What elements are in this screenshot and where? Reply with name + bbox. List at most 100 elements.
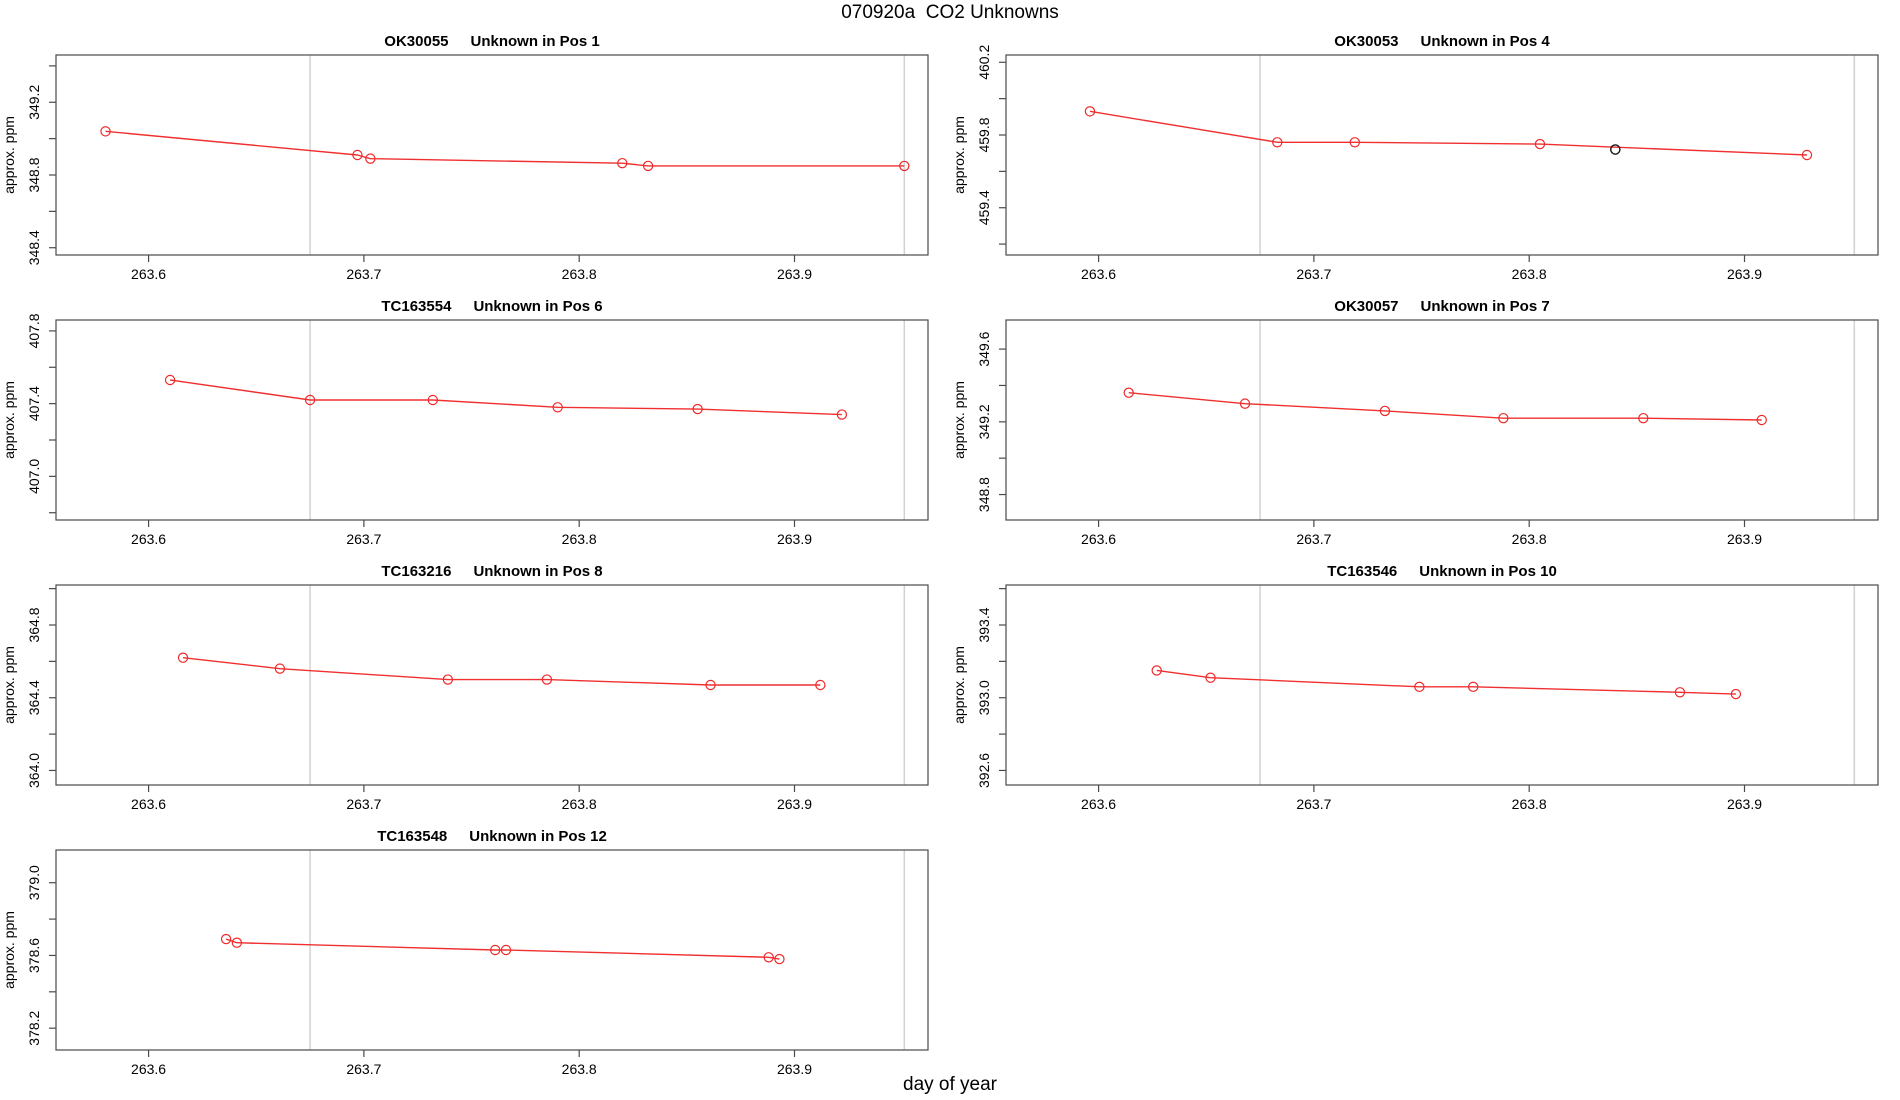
series-line — [1156, 669, 1736, 695]
y-tick-label: 407.8 — [26, 313, 42, 348]
flagged-data-point — [1610, 144, 1621, 155]
y-tick-label: 460.2 — [976, 45, 992, 80]
subplot-title: OK30055 Unknown in Pos 1 — [384, 33, 599, 50]
subplot-title: TC163548 Unknown in Pos 12 — [377, 828, 607, 845]
subplot-title-desc: Unknown in Pos 1 — [471, 33, 600, 50]
data-point — [1239, 398, 1251, 409]
x-tick-label: 263.7 — [346, 531, 381, 547]
data-point — [1272, 137, 1283, 148]
data-point — [1205, 672, 1216, 683]
subplot-tc163216: 263.6 263.7 263.8 263.9 364.0 364.4 364.8 appro… — [0, 560, 950, 820]
data-point — [231, 937, 243, 948]
series-line — [170, 379, 842, 416]
y-axis-title: approx. ppm — [1, 381, 17, 459]
x-tick-label: 263.6 — [131, 796, 166, 812]
y-tick-label: 348.8 — [26, 157, 42, 192]
data-point — [490, 944, 501, 956]
y-axis-title: approx. ppm — [1, 116, 17, 194]
x-tick-label: 263.6 — [131, 266, 166, 282]
x-tick-label: 263.8 — [1512, 266, 1547, 282]
data-point — [442, 674, 454, 685]
figure-title: 070920a CO2 Unknowns — [841, 2, 1059, 23]
x-tick-label: 263.9 — [777, 796, 812, 812]
subplot-canvas-ok30053: 263.6 263.7 263.8 263.9 459.4 459.8 460.2 appro… — [951, 33, 1879, 282]
data-point — [427, 394, 438, 406]
data-point — [352, 149, 363, 161]
data-point — [552, 402, 563, 413]
y-tick-label: 392.6 — [976, 753, 992, 788]
subplot-canvas-tc163216: 263.6 263.7 263.8 263.9 364.0 364.4 364.8 appro… — [1, 563, 929, 812]
data-point — [1730, 688, 1742, 700]
data-point — [815, 679, 826, 691]
data-point — [220, 933, 232, 945]
plot-box — [55, 584, 929, 786]
plot-box — [55, 54, 929, 256]
data-point — [541, 674, 553, 685]
x-axis-label: day of year — [903, 1074, 997, 1095]
subplot-ok30055: 263.6 263.7 263.8 263.9 348.4 348.8 349.2 appro… — [0, 30, 950, 290]
subplot-title: TC163554 Unknown in Pos 6 — [381, 298, 602, 315]
x-tick-label: 263.7 — [1296, 531, 1331, 547]
y-tick-label: 379.0 — [26, 865, 42, 900]
x-tick-label: 263.8 — [562, 1061, 597, 1077]
subplot-title-desc: Unknown in Pos 7 — [1421, 298, 1550, 315]
data-point — [692, 403, 703, 415]
subplot-title-desc: Unknown in Pos 8 — [473, 563, 602, 580]
y-tick-label: 393.0 — [976, 680, 992, 715]
y-tick-label: 349.2 — [26, 85, 42, 120]
x-tick-label: 263.9 — [777, 266, 812, 282]
y-tick-label: 349.6 — [976, 331, 992, 366]
data-point — [177, 652, 189, 663]
y-axis-title: approx. ppm — [951, 646, 967, 724]
x-tick-label: 263.9 — [777, 1061, 812, 1077]
y-tick-label: 348.4 — [26, 230, 42, 265]
series-line — [1128, 392, 1762, 421]
y-axis-title: approx. ppm — [951, 381, 967, 459]
series-line — [105, 130, 905, 167]
data-point — [1638, 412, 1649, 424]
plot-box — [1005, 54, 1879, 256]
plot-box — [55, 849, 929, 1051]
subplot-title: TC163546 Unknown in Pos 10 — [1327, 563, 1557, 580]
subplot-title-id: TC163546 — [1327, 563, 1397, 580]
x-tick-label: 263.8 — [562, 531, 597, 547]
plot-box — [1005, 319, 1879, 521]
data-point — [836, 409, 848, 420]
subplot-title-id: OK30055 — [384, 33, 448, 50]
series-line — [225, 938, 780, 960]
x-tick-label: 263.8 — [562, 266, 597, 282]
y-axis-title: approx. ppm — [951, 116, 967, 194]
data-point — [1151, 665, 1162, 676]
y-tick-label: 349.2 — [976, 404, 992, 439]
x-tick-label: 263.8 — [562, 796, 597, 812]
data-point — [365, 153, 376, 164]
data-point — [642, 160, 654, 172]
subplot-ok30053: 263.6 263.7 263.8 263.9 459.4 459.8 460.2 appro… — [950, 30, 1900, 290]
y-tick-label: 364.4 — [26, 680, 42, 715]
subplot-tc163546: 263.6 263.7 263.8 263.9 392.6 393.0 393.4 appro… — [950, 560, 1900, 820]
data-point — [1123, 387, 1134, 398]
data-point — [1756, 414, 1767, 426]
x-tick-label: 263.7 — [1296, 266, 1331, 282]
subplot-title-desc: Unknown in Pos 10 — [1419, 563, 1557, 580]
data-point — [774, 953, 785, 965]
data-point — [705, 679, 716, 691]
plot-box — [1005, 584, 1879, 786]
y-tick-label: 459.4 — [976, 190, 992, 225]
subplot-title: OK30057 Unknown in Pos 7 — [1334, 298, 1549, 315]
plot-box — [55, 319, 929, 521]
subplot-canvas-tc163548: 263.6 263.7 263.8 263.9 378.2 378.6 379.0 appro… — [1, 828, 929, 1077]
data-point — [1498, 412, 1509, 424]
data-point — [500, 944, 512, 956]
y-tick-label: 364.0 — [26, 753, 42, 788]
data-point — [1349, 137, 1360, 148]
subplot-tc163548: 263.6 263.7 263.8 263.9 378.2 378.6 379.0 appro… — [0, 825, 950, 1085]
data-point — [763, 952, 774, 963]
y-axis-title: approx. ppm — [1, 646, 17, 724]
series-line — [182, 657, 821, 686]
x-tick-label: 263.6 — [131, 531, 166, 547]
data-point — [1414, 681, 1425, 693]
subplot-ok30057: 263.6 263.7 263.8 263.9 348.8 349.2 349.6 appro… — [950, 295, 1900, 555]
y-tick-label: 459.8 — [976, 117, 992, 152]
